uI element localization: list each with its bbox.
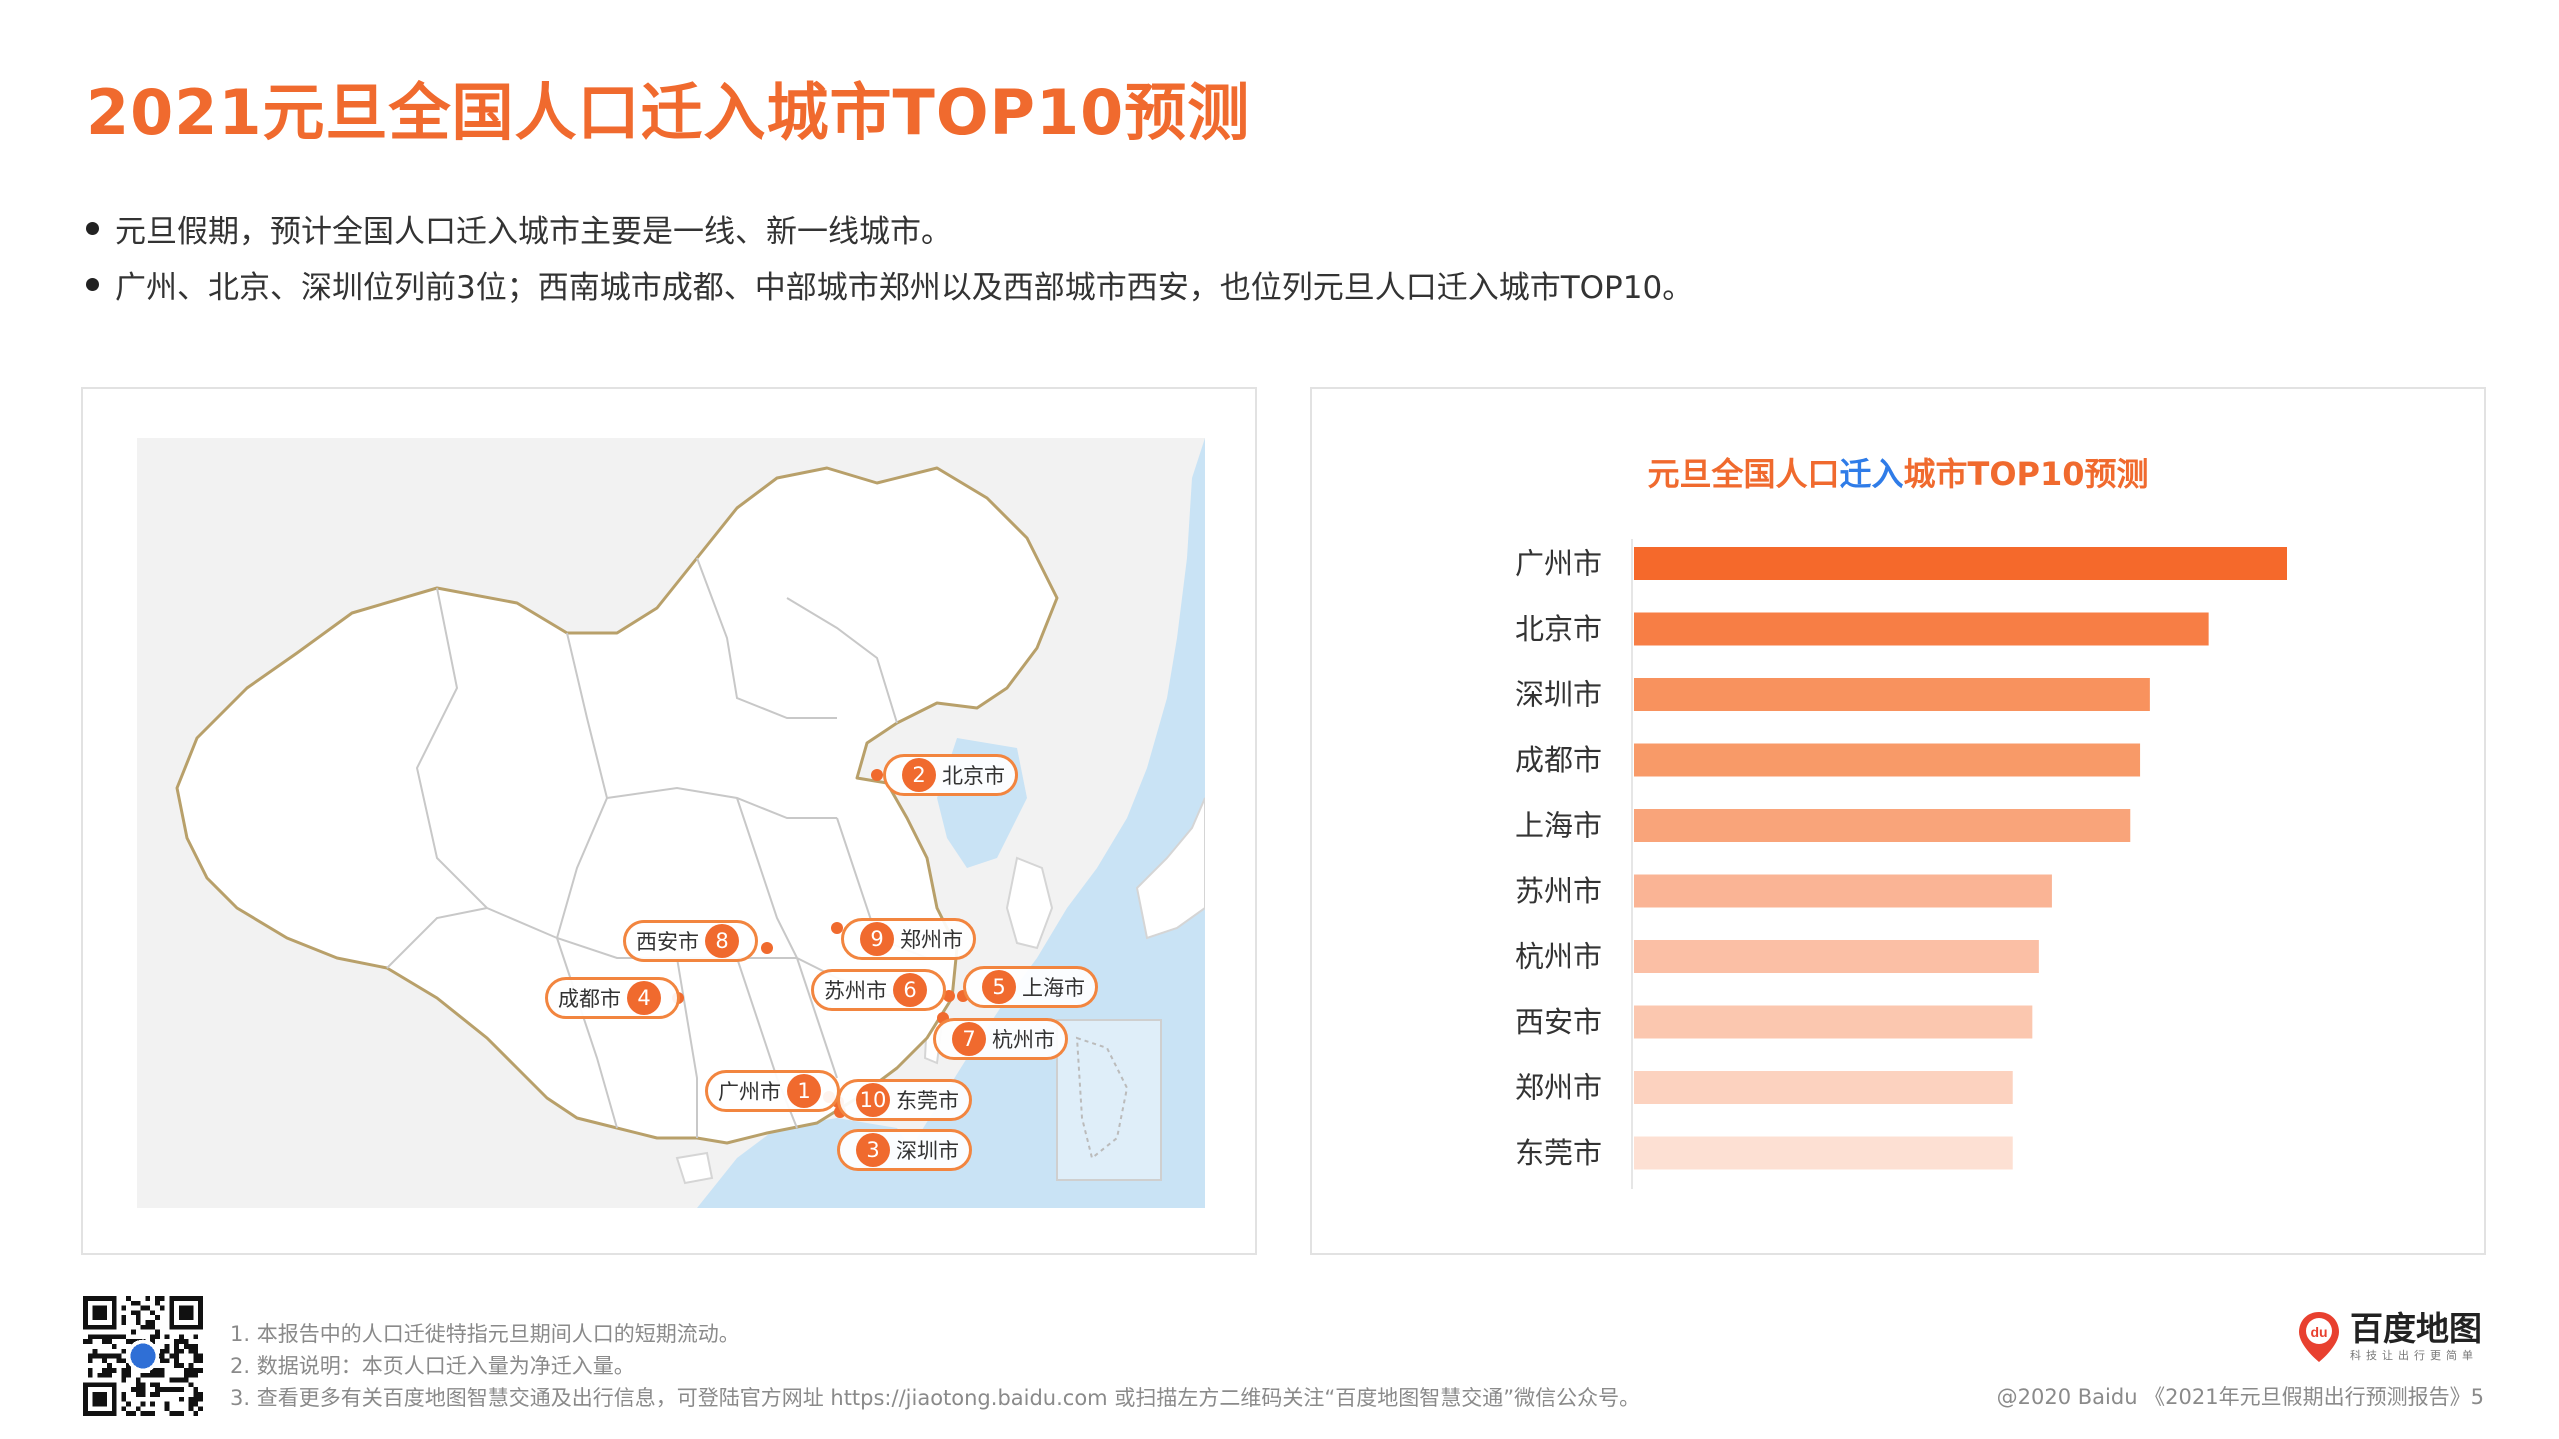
footer-note[interactable]: 3. 查看更多有关百度地图智慧交通及出行信息，可登陆官方网址 https://j… — [230, 1386, 1641, 1410]
bullet-dot-icon — [86, 221, 99, 235]
bullet-text: 元旦假期，预计全国人口迁入城市主要是一线、新一线城市。 — [115, 213, 952, 250]
pin-rank: 10 — [856, 1083, 890, 1117]
pin-city: 广州市 — [718, 1080, 781, 1104]
pin-city: 西安市 — [636, 930, 699, 954]
category-label: 杭州市 — [1515, 940, 1602, 974]
bar[interactable] — [1634, 940, 2039, 973]
category-label: 郑州市 — [1515, 1071, 1602, 1105]
bar[interactable] — [1634, 1071, 2013, 1104]
china-map: 2 北京市 西安市 8 9 郑州市 成都市 4 苏州市 6 5 上海市 7 杭州… — [137, 438, 1205, 1208]
map-pin-chengdu[interactable]: 成都市 4 — [545, 977, 680, 1019]
pin-rank: 3 — [856, 1133, 890, 1167]
pin-rank: 1 — [787, 1074, 821, 1108]
map-pin-hangzhou[interactable]: 7 杭州市 — [933, 1018, 1068, 1060]
category-label: 广州市 — [1515, 547, 1602, 581]
category-label: 东莞市 — [1515, 1136, 1602, 1170]
category-label: 深圳市 — [1515, 678, 1602, 712]
pin-rank: 7 — [952, 1022, 986, 1056]
bar[interactable] — [1634, 809, 2131, 842]
footer-note: 1. 本报告中的人口迁徙特指元旦期间人口的短期流动。 — [230, 1322, 740, 1346]
pin-city: 北京市 — [942, 764, 1005, 788]
category-label: 上海市 — [1515, 809, 1602, 843]
map-pin-xian[interactable]: 西安市 8 — [623, 920, 758, 962]
map-graphic — [137, 438, 1205, 1208]
pin-rank: 4 — [627, 981, 661, 1015]
bullet-text: 广州、北京、深圳位列前3位；西南城市成都、中部城市郑州以及西部城市西安，也位列元… — [115, 269, 1694, 306]
pin-rank: 9 — [860, 922, 894, 956]
map-pin-beijing[interactable]: 2 北京市 — [883, 754, 1018, 796]
pin-rank: 6 — [893, 973, 927, 1007]
footer-note: 2. 数据说明：本页人口迁入量为净迁入量。 — [230, 1354, 635, 1378]
copyright-text: @2020 Baidu 《2021年元旦假期出行预测报告》5 — [1996, 1385, 2484, 1409]
category-label: 苏州市 — [1515, 874, 1602, 908]
bar[interactable] — [1634, 743, 2141, 777]
map-pin-guangzhou[interactable]: 广州市 1 — [705, 1070, 840, 1112]
category-label: 北京市 — [1515, 612, 1602, 646]
pin-rank: 8 — [705, 924, 739, 958]
pin-city: 上海市 — [1022, 976, 1085, 1000]
chart-panel: 元旦全国人口迁入城市TOP10预测 广州市北京市深圳市成都市上海市苏州市杭州市西… — [1310, 387, 2486, 1255]
pin-city: 深圳市 — [896, 1139, 959, 1163]
qr-code-icon[interactable] — [83, 1296, 203, 1416]
bullet-item: 广州、北京、深圳位列前3位；西南城市成都、中部城市郑州以及西部城市西安，也位列元… — [86, 256, 1693, 312]
bar[interactable] — [1634, 1136, 2013, 1170]
city-dot-xian — [761, 942, 773, 954]
map-pin-dongguan[interactable]: 10 东莞市 — [837, 1079, 972, 1121]
map-panel: 2 北京市 西安市 8 9 郑州市 成都市 4 苏州市 6 5 上海市 7 杭州… — [81, 387, 1257, 1255]
pin-city: 杭州市 — [992, 1028, 1055, 1052]
bar[interactable] — [1634, 678, 2150, 711]
bullet-dot-icon — [86, 277, 99, 291]
pin-city: 东莞市 — [896, 1089, 959, 1113]
category-label: 成都市 — [1515, 743, 1602, 777]
map-pin-logo-icon: du — [2296, 1310, 2342, 1364]
pin-city: 郑州市 — [900, 928, 963, 952]
baidu-map-logo: du 百度地图 科技让出行更简单 — [2296, 1310, 2482, 1364]
map-pin-suzhou[interactable]: 苏州市 6 — [811, 969, 946, 1011]
city-dot-suzhou — [943, 990, 955, 1002]
bar[interactable] — [1634, 1005, 2033, 1039]
city-dot-beijing — [871, 769, 883, 781]
page-title: 2021元旦全国人口迁入城市TOP10预测 — [86, 76, 1251, 149]
logo-text: 百度地图 — [2350, 1309, 2482, 1348]
chart-title-part: 城市TOP10预测 — [1903, 455, 2149, 493]
footer-notes: 1. 本报告中的人口迁徙特指元旦期间人口的短期流动。 2. 数据说明：本页人口迁… — [230, 1318, 1640, 1414]
chart-title: 元旦全国人口迁入城市TOP10预测 — [1312, 449, 2484, 495]
chart-title-highlight: 迁入 — [1839, 455, 1904, 493]
chart-title-part: 元旦全国人口 — [1647, 455, 1840, 493]
bar[interactable] — [1634, 874, 2052, 908]
pin-city: 苏州市 — [824, 979, 887, 1003]
map-pin-shanghai[interactable]: 5 上海市 — [963, 966, 1098, 1008]
logo-icon-text: du — [2310, 1324, 2327, 1340]
summary-bullets: 元旦假期，预计全国人口迁入城市主要是一线、新一线城市。 广州、北京、深圳位列前3… — [86, 200, 1693, 312]
bullet-item: 元旦假期，预计全国人口迁入城市主要是一线、新一线城市。 — [86, 200, 1693, 256]
map-pin-shenzhen[interactable]: 3 深圳市 — [837, 1129, 972, 1171]
pin-rank: 5 — [982, 970, 1016, 1004]
category-label: 西安市 — [1515, 1005, 1602, 1039]
pin-rank: 2 — [902, 758, 936, 792]
bar[interactable] — [1634, 612, 2209, 646]
bar[interactable] — [1634, 547, 2287, 580]
pin-city: 成都市 — [558, 987, 621, 1011]
logo-subtext: 科技让出行更简单 — [2350, 1349, 2478, 1362]
map-pin-zhengzhou[interactable]: 9 郑州市 — [841, 918, 976, 960]
city-dot-zhengzhou — [831, 922, 843, 934]
